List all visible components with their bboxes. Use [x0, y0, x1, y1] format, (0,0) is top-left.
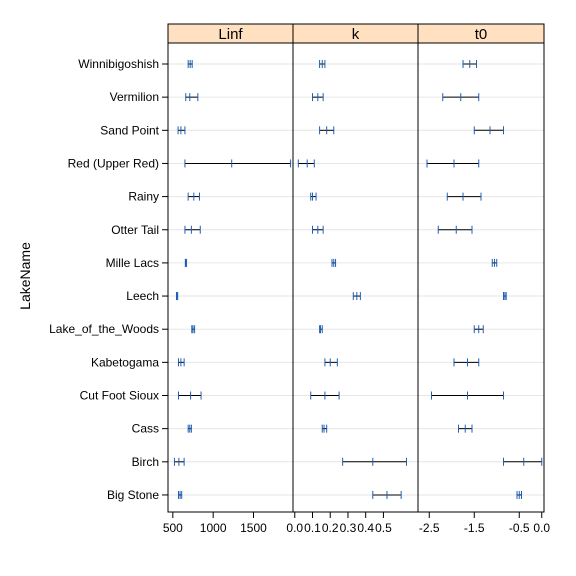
- lake-label: Rainy: [128, 190, 159, 204]
- lake-label: Winnibigoshish: [78, 57, 159, 71]
- x-tick-label: 0.3: [340, 521, 357, 535]
- interval: [185, 93, 199, 102]
- interval: [297, 159, 315, 168]
- interval: [372, 490, 402, 499]
- y-axis-label: LakeName: [17, 242, 33, 310]
- lake-label: Lake_of_the_Woods: [49, 322, 159, 336]
- x-tick-label: 0.0: [286, 521, 303, 535]
- strip-label: t0: [475, 26, 488, 43]
- interval: [177, 391, 202, 400]
- lake-label: Kabetogama: [91, 355, 159, 369]
- interval: [442, 93, 480, 102]
- interval: [503, 457, 543, 466]
- interval: [184, 258, 188, 267]
- interval: [491, 258, 498, 267]
- interval: [503, 292, 507, 301]
- interval: [310, 192, 317, 201]
- interval: [319, 126, 335, 135]
- interval: [473, 325, 484, 334]
- interval: [458, 424, 473, 433]
- x-tick-label: 1500: [240, 521, 267, 535]
- lake-label: Vermilion: [110, 90, 159, 104]
- interval: [312, 225, 324, 234]
- interval: [187, 60, 193, 68]
- x-tick-label: -1.5: [464, 521, 485, 535]
- panel-t0: t0 -2.5 -1.5 -0.5 0.0: [417, 23, 550, 535]
- panel-frame: [167, 42, 294, 513]
- interval: [177, 126, 186, 135]
- x-tick-label: 500: [163, 521, 183, 535]
- interval: [184, 225, 201, 234]
- interval: [473, 126, 504, 135]
- interval: [437, 225, 473, 234]
- interval: [321, 424, 328, 433]
- lake-label: Leech: [126, 289, 159, 303]
- panel-frame: [417, 42, 545, 513]
- panel-linf: Linf 500 1000 1500: [163, 23, 294, 535]
- interval: [319, 60, 326, 68]
- interval: [191, 325, 196, 334]
- interval: [453, 358, 480, 367]
- x-tick-label: 0.5: [375, 521, 392, 535]
- interval: [324, 358, 338, 367]
- x-tick-label: 0.0: [533, 521, 550, 535]
- interval: [177, 490, 183, 499]
- interval: [516, 490, 522, 499]
- lake-label: Birch: [132, 455, 159, 469]
- lake-label: Big Stone: [107, 488, 159, 502]
- lake-label: Mille Lacs: [106, 256, 159, 270]
- strip-label: k: [352, 26, 360, 43]
- strip-label: Linf: [218, 26, 243, 43]
- interval: [352, 292, 361, 301]
- lake-label: Red (Upper Red): [68, 156, 159, 170]
- lake-label: Cass: [132, 422, 159, 436]
- lake-label: Otter Tail: [111, 223, 159, 237]
- x-tick-label: 0.4: [357, 521, 374, 535]
- interval: [312, 93, 324, 102]
- interval: [426, 159, 480, 168]
- lake-label: Sand Point: [100, 123, 159, 137]
- interval: [342, 457, 407, 466]
- interval: [187, 424, 192, 433]
- x-tick-label: 0.1: [304, 521, 321, 535]
- interval: [431, 391, 504, 400]
- interval: [462, 60, 477, 68]
- interval: [446, 192, 482, 201]
- x-tick-label: -0.5: [509, 521, 530, 535]
- interval: [175, 292, 179, 301]
- interval: [187, 192, 200, 201]
- x-tick-label: 1000: [200, 521, 227, 535]
- lake-labels: Winnibigoshish Vermilion Sand Point Red (Up…: [49, 57, 168, 502]
- interval: [177, 358, 185, 367]
- interval: [173, 457, 185, 466]
- interval: [310, 391, 340, 400]
- panel-frame: [292, 42, 419, 513]
- interval: [331, 258, 337, 267]
- interval: [319, 325, 323, 334]
- panel-k: k 0.0 0.1 0.2 0.3 0.4 0.5: [286, 23, 419, 535]
- lake-label: Cut Foot Sioux: [80, 389, 159, 403]
- x-tick-label: 0.2: [322, 521, 339, 535]
- x-tick-label: -2.5: [419, 521, 440, 535]
- interval: [184, 159, 292, 168]
